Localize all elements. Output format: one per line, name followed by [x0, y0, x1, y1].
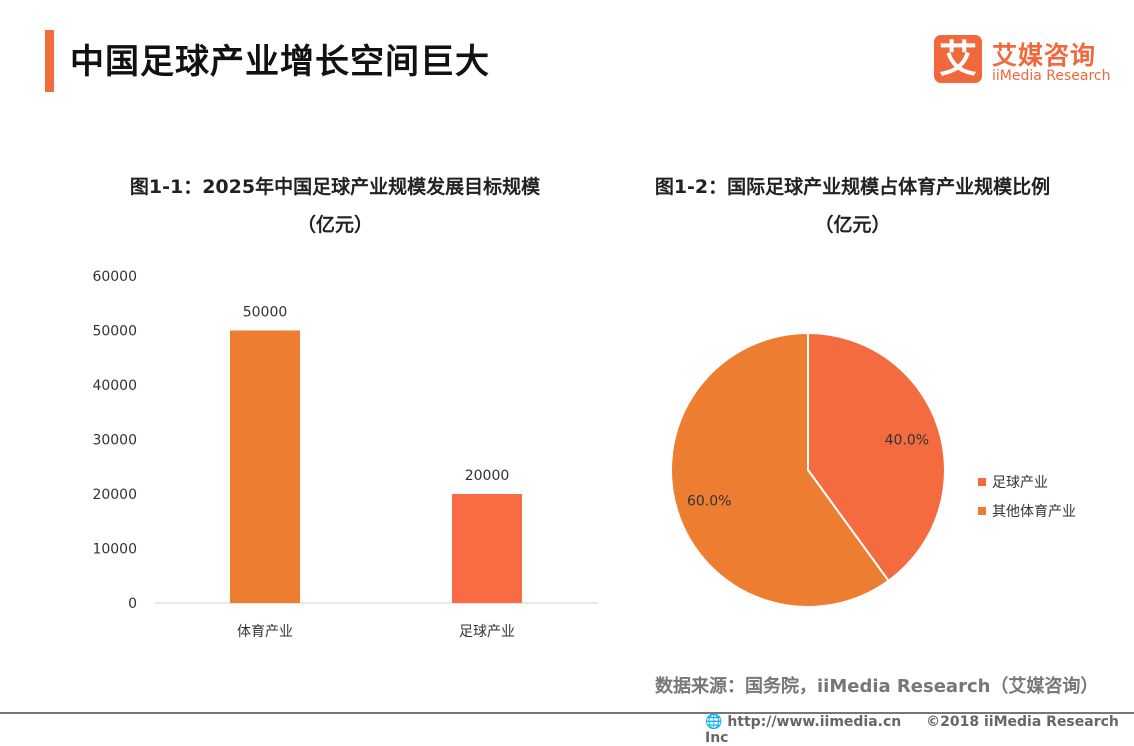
website-link[interactable]: http://www.iimedia.cn — [727, 714, 902, 730]
pie-data-label: 60.0% — [687, 493, 731, 509]
bar-chart-title-main: 图1-1：2025年中国足球产业规模发展目标规模 — [129, 176, 541, 198]
x-tick-label: 足球产业 — [459, 624, 515, 640]
logo-text-cn: 艾媒咨询 — [992, 41, 1097, 70]
page-title: 中国足球产业增长空间巨大 — [70, 42, 490, 82]
y-tick-label: 30000 — [92, 433, 137, 449]
bar-data-label: 20000 — [465, 468, 510, 484]
bar-data-label: 50000 — [243, 305, 288, 321]
logo-text-en: iiMedia Research — [992, 68, 1111, 84]
pie-data-label: 40.0% — [885, 433, 929, 449]
legend-swatch — [978, 507, 986, 515]
pie-chart-title-main: 图1-2：国际足球产业规模占体育产业规模比例 — [654, 176, 1051, 198]
data-source: 数据来源：国务院，iiMedia Research（艾媒咨询） — [655, 676, 1099, 697]
bar-chart-unit: （亿元） — [296, 214, 373, 236]
title-accent-bar — [45, 30, 54, 92]
y-tick-label: 20000 — [92, 487, 137, 503]
y-tick-label: 40000 — [92, 378, 137, 394]
footer: 🌐 http://www.iimedia.cn ©2018 iiMedia Re… — [705, 714, 1134, 746]
bar-1 — [452, 494, 522, 603]
pie-slice-0 — [807, 331, 946, 583]
legend-label: 其他体育产业 — [992, 504, 1076, 520]
pie-slice-1 — [670, 331, 890, 608]
footer-divider — [0, 712, 1134, 714]
y-tick-label: 50000 — [92, 324, 137, 340]
y-tick-label: 60000 — [92, 269, 137, 285]
y-tick-label: 0 — [128, 596, 137, 612]
bar-chart-title: 图1-1：2025年中国足球产业规模发展目标规模 （亿元） — [80, 168, 590, 244]
globe-icon: 🌐 — [705, 714, 723, 730]
pie-chart-unit: （亿元） — [814, 214, 891, 236]
legend-swatch — [978, 478, 986, 486]
logo-icon: 艾 — [934, 35, 982, 83]
bar-0 — [230, 330, 300, 603]
y-tick-label: 10000 — [92, 542, 137, 558]
pie-chart-title: 图1-2：国际足球产业规模占体育产业规模比例 （亿元） — [600, 168, 1105, 244]
legend-label: 足球产业 — [992, 475, 1048, 491]
x-tick-label: 体育产业 — [237, 624, 293, 640]
